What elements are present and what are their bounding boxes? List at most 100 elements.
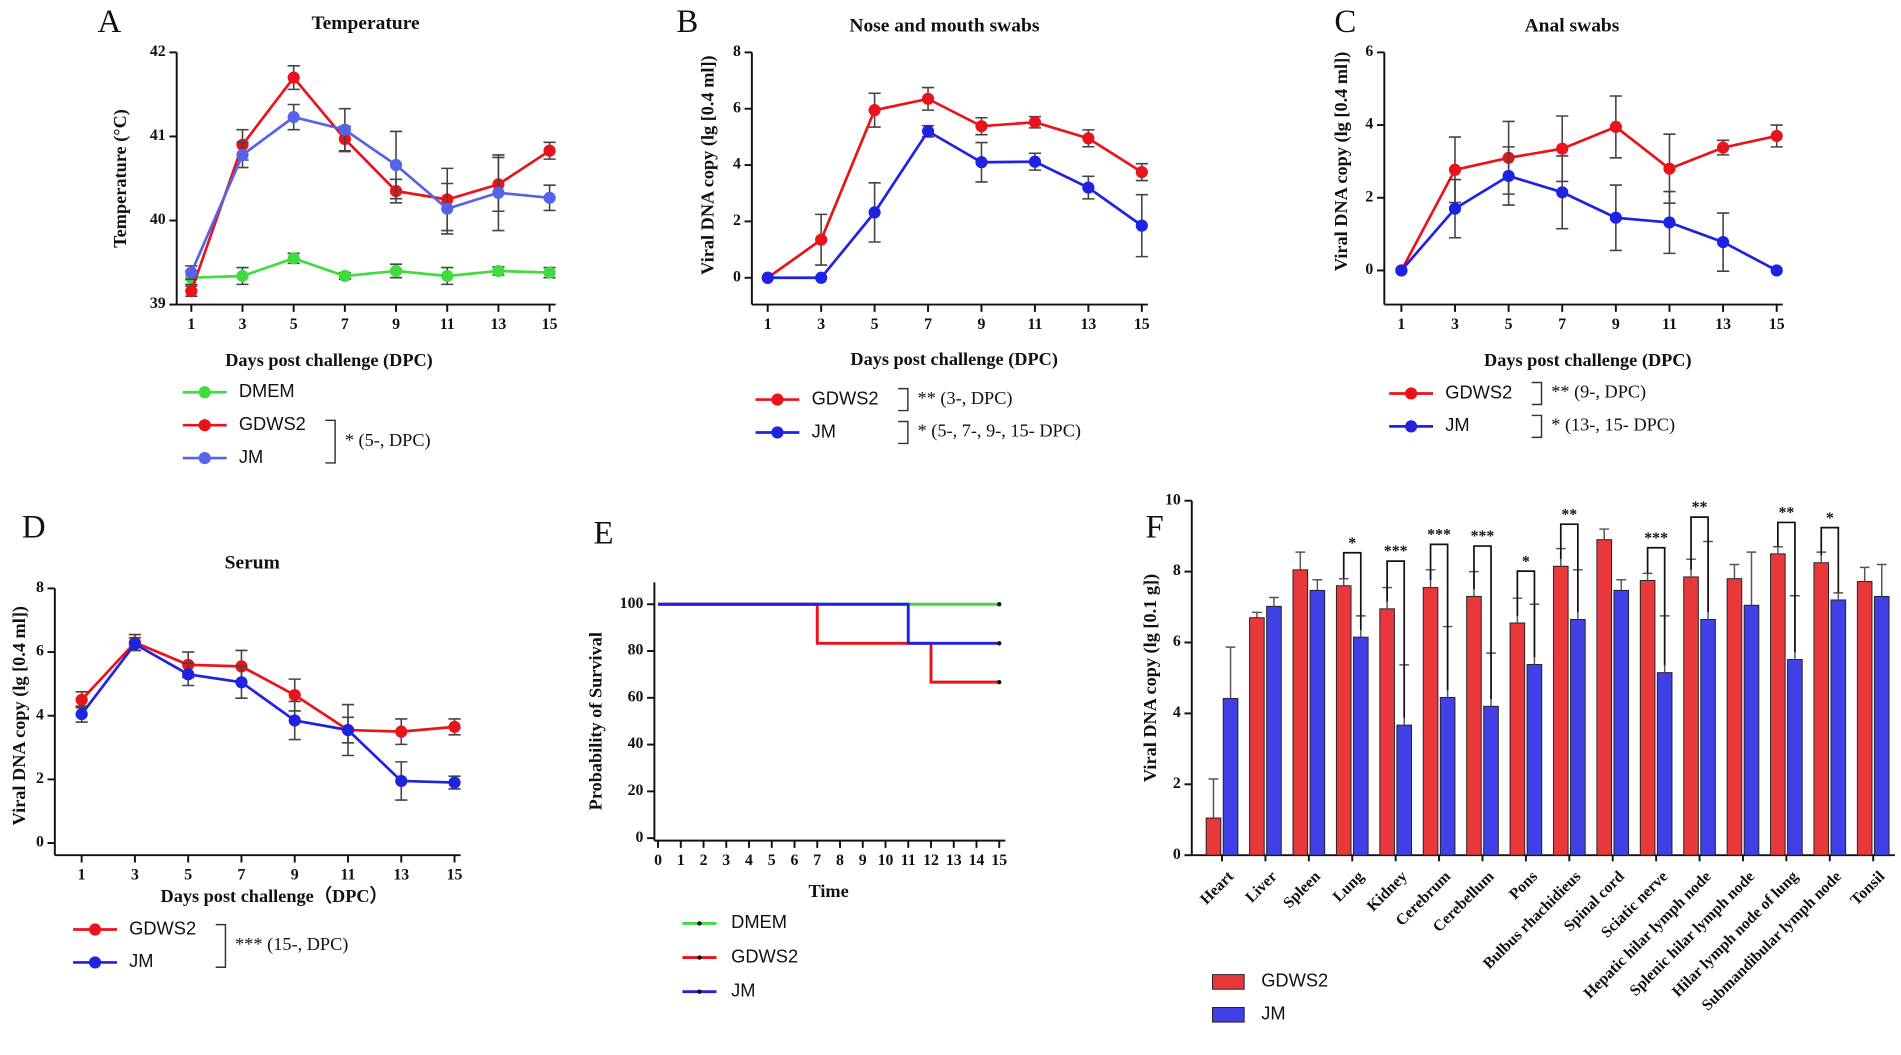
legend-marker	[697, 921, 702, 926]
y-tick-label: 20	[628, 782, 644, 799]
x-tick-label: 8	[836, 852, 844, 869]
x-tick-label: 15	[1134, 316, 1150, 333]
bar	[1830, 599, 1847, 856]
chart-title: Nose and mouth swabs	[849, 15, 1039, 36]
legend-label: GDWS2	[239, 413, 306, 434]
x-tick-label: Lung	[1330, 868, 1368, 906]
series-line	[767, 129, 1143, 280]
series-line	[190, 115, 550, 274]
legend-marker	[697, 989, 702, 994]
error-bar	[1338, 577, 1349, 586]
legend-label: JM	[812, 420, 836, 441]
legend-marker	[1405, 420, 1418, 433]
significance-label: **	[1692, 499, 1708, 516]
error-bar	[1729, 563, 1740, 579]
legend-marker	[697, 955, 702, 960]
bar	[1466, 595, 1482, 856]
data-point	[1448, 163, 1462, 176]
legend-label: JM	[731, 979, 755, 1000]
annotation: * (13-, 15- DPC)	[1551, 415, 1675, 436]
data-point	[921, 92, 935, 105]
chart-title: Temperature	[311, 13, 420, 34]
x-tick-label: 15	[542, 316, 558, 333]
data-point	[1663, 216, 1676, 229]
series-line	[191, 256, 550, 280]
bar	[1309, 589, 1326, 856]
x-tick-label: 11	[901, 852, 916, 869]
data-point	[128, 638, 142, 651]
x-tick-label: 3	[817, 316, 825, 333]
bar	[1787, 659, 1803, 856]
significance-bracket	[1429, 543, 1449, 691]
data-point	[975, 120, 988, 133]
y-tick-label: 8	[733, 43, 741, 60]
data-point	[75, 693, 88, 706]
x-tick-label: 15	[447, 867, 463, 884]
y-tick-label: 6	[1173, 633, 1181, 650]
y-tick-label: 0	[36, 834, 44, 851]
y-tick-label: 6	[733, 99, 741, 116]
data-point	[492, 186, 505, 199]
data-point	[1716, 141, 1730, 154]
significance-label: **	[1561, 506, 1577, 523]
x-axis-label: Days post challenge (DPC)	[1484, 350, 1692, 371]
data-point	[1770, 264, 1783, 277]
y-tick-label: 6	[1365, 43, 1373, 60]
data-point	[1082, 132, 1095, 145]
legend-label: DMEM	[239, 380, 295, 401]
data-point	[287, 71, 300, 84]
significance-label: *	[1348, 535, 1356, 552]
x-axis-label: Days post challenge (DPC)	[850, 349, 1058, 370]
data-point	[1082, 181, 1095, 194]
error-bar	[1312, 579, 1323, 591]
x-tick-label: 11	[440, 316, 455, 333]
data-point	[341, 723, 355, 737]
panel-letter: D	[22, 509, 46, 545]
data-point	[1028, 155, 1042, 168]
error-bar	[1772, 546, 1783, 554]
data-point	[1556, 186, 1569, 199]
bar	[1700, 618, 1716, 856]
x-tick-label: 7	[924, 316, 932, 333]
x-tick-label: 11	[341, 867, 356, 884]
y-tick-label: 80	[628, 642, 644, 659]
legend-marker	[88, 956, 102, 969]
data-point	[1448, 202, 1462, 215]
data-point	[448, 776, 461, 789]
x-tick-label: 1	[187, 316, 195, 333]
data-point	[761, 271, 774, 284]
x-tick-label: 11	[1662, 316, 1677, 333]
x-tick-label: 9	[978, 316, 986, 333]
legend-marker	[198, 451, 211, 465]
bar	[1292, 569, 1309, 856]
significance-bracket	[1776, 521, 1796, 653]
error-bar	[1642, 572, 1653, 581]
bar	[1813, 562, 1830, 856]
significance-bracket	[898, 387, 909, 412]
legend-marker	[88, 923, 102, 936]
significance-label: **	[1778, 505, 1794, 522]
data-point	[288, 688, 301, 702]
x-tick-label: 9	[392, 316, 400, 333]
y-tick-label: 4	[733, 156, 741, 173]
y-tick-label: 40	[628, 735, 644, 752]
x-axis-label: Days post challenge（DPC）	[161, 886, 388, 906]
data-point	[338, 123, 351, 136]
significance-bracket	[215, 923, 227, 969]
y-tick-label: 4	[1365, 116, 1373, 133]
legend-marker	[198, 419, 211, 432]
data-point	[1502, 169, 1515, 183]
data-point	[1609, 120, 1622, 133]
x-tick-label: 4	[745, 852, 753, 869]
data-point	[975, 156, 988, 169]
panel-letter: F	[1145, 509, 1163, 545]
data-point	[1770, 129, 1783, 143]
error-bar	[1746, 551, 1757, 606]
x-tick-label: 15	[1769, 316, 1785, 333]
x-tick-label: 3	[131, 867, 139, 884]
bar	[1856, 581, 1873, 856]
panel-letter: B	[676, 4, 698, 40]
x-tick-label: 7	[1558, 316, 1566, 333]
significance-label: *	[1522, 553, 1530, 570]
error-bar	[1599, 528, 1610, 540]
